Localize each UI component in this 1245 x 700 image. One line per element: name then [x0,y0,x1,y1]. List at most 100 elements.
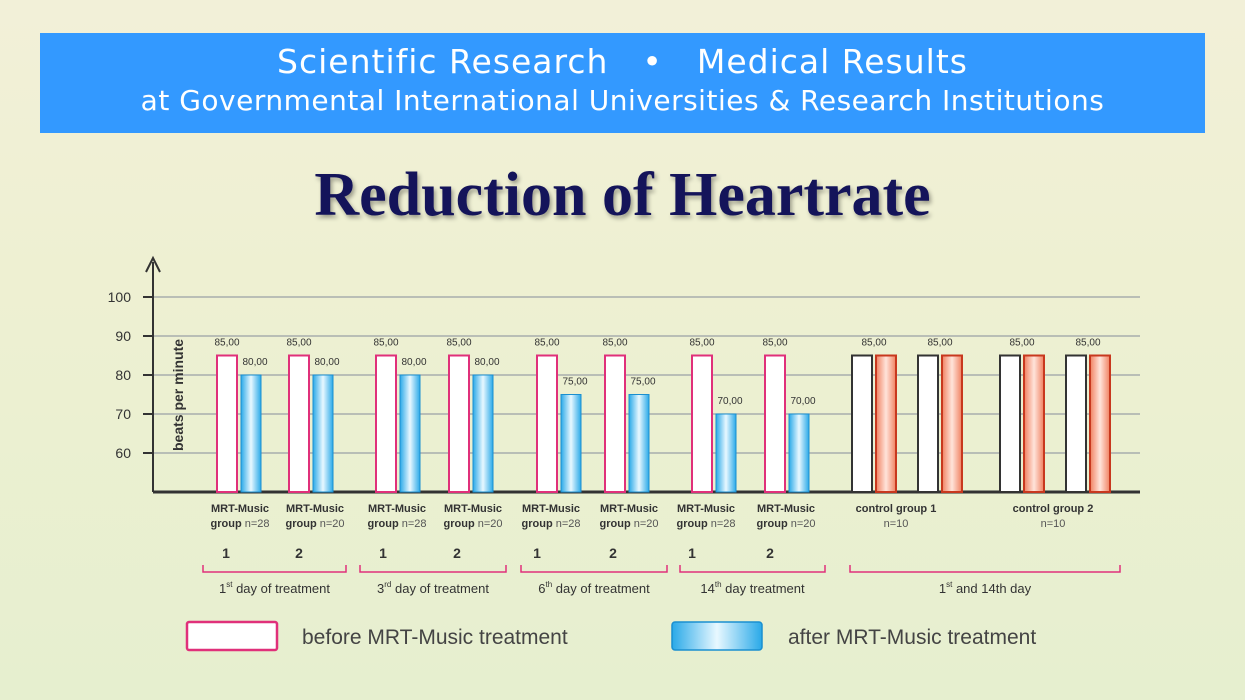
value-label-before: 85,00 [927,338,952,349]
period-label: 14th day treatment [700,580,805,596]
y-tick-label: 60 [115,445,131,461]
bar-after [560,394,582,493]
value-label-after: 75,00 [562,377,587,388]
value-label-before: 85,00 [602,338,627,349]
bar-before [375,354,397,493]
bar-after [399,374,421,493]
category-label: MRT-Music [286,503,344,515]
value-label-after: 70,00 [717,396,742,407]
bar-after [1089,354,1111,493]
category-label: MRT-Music [757,503,815,515]
y-axis-label: beats per minute [170,339,186,451]
header-line-1: Scientific Research • Medical Results [40,45,1205,79]
bar-before [536,354,558,493]
y-tick-label: 80 [115,367,131,383]
category-sublabel: n=10 [884,518,909,530]
bar-after [941,354,963,493]
period-bracket [849,565,1121,573]
period-label: 6th day of treatment [538,580,650,596]
value-label-before: 85,00 [214,338,239,349]
bar-before [691,354,713,493]
category-label: MRT-Music [677,503,735,515]
group-number: 2 [453,545,461,561]
bar-after [875,354,897,493]
y-axis-arrow [145,255,161,273]
period-label: 1st day of treatment [219,580,330,596]
category-sublabel: group n=28 [211,518,270,530]
bar-before [604,354,626,493]
group-number: 1 [533,545,541,561]
category-label: MRT-Music [368,503,426,515]
period-bracket [520,565,668,573]
header-medical-results: Medical Results [696,42,968,81]
header-separator: • [642,42,663,81]
period-bracket [202,565,347,573]
category-label: control group 1 [856,503,937,515]
y-tick-label: 70 [115,406,131,422]
category-label: MRT-Music [600,503,658,515]
legend-label-before: before MRT-Music treatment [302,626,568,649]
group-number: 1 [688,545,696,561]
header-banner: Scientific Research • Medical Results at G… [40,33,1205,133]
header-line-2: at Governmental International Universiti… [140,84,1105,117]
chart-title: Reduction of Heartrate [314,161,931,229]
period-bracket [679,565,826,573]
value-label-before: 85,00 [762,338,787,349]
group-number: 1 [379,545,387,561]
bar-before [917,354,939,493]
value-label-after: 80,00 [474,357,499,368]
legend-label-after: after MRT-Music treatment [788,626,1036,649]
value-label-before: 85,00 [446,338,471,349]
bar-before [764,354,786,493]
legend-swatch-after [671,621,763,651]
group-number: 1 [222,545,230,561]
category-sublabel: group n=20 [444,518,503,530]
legend-swatch-before [185,620,279,652]
category-label: MRT-Music [211,503,269,515]
category-label: control group 2 [1013,503,1094,515]
value-label-after: 80,00 [401,357,426,368]
category-sublabel: group n=28 [522,518,581,530]
category-label: MRT-Music [444,503,502,515]
bar-after [715,413,737,493]
bar-before [216,354,238,493]
value-label-before: 85,00 [861,338,886,349]
bar-before [288,354,310,493]
bar-before [1065,354,1087,493]
category-sublabel: group n=20 [600,518,659,530]
bar-after [312,374,334,493]
period-label: 1st and 14th day [939,580,1032,596]
value-label-before: 85,00 [534,338,559,349]
bar-after [240,374,262,493]
bar-after [788,413,810,493]
category-sublabel: group n=20 [286,518,345,530]
header-scientific-research: Scientific Research [277,42,609,81]
value-label-before: 85,00 [689,338,714,349]
bar-after [1023,354,1045,493]
group-number: 2 [766,545,774,561]
value-label-before: 85,00 [1075,338,1100,349]
bar-before [851,354,873,493]
value-label-before: 85,00 [286,338,311,349]
value-label-after: 75,00 [630,377,655,388]
category-sublabel: group n=28 [677,518,736,530]
category-sublabel: n=10 [1041,518,1066,530]
bar-after [628,394,650,493]
bar-before [448,354,470,493]
y-tick-label: 90 [115,328,131,344]
value-label-before: 85,00 [1009,338,1034,349]
value-label-after: 80,00 [314,357,339,368]
category-sublabel: group n=28 [368,518,427,530]
value-label-after: 80,00 [242,357,267,368]
value-label-before: 85,00 [373,338,398,349]
bar-after [472,374,494,493]
period-bracket [359,565,507,573]
category-sublabel: group n=20 [757,518,816,530]
category-label: MRT-Music [522,503,580,515]
y-tick-label: 100 [108,289,132,305]
bar-before [999,354,1021,493]
value-label-after: 70,00 [790,396,815,407]
group-number: 2 [609,545,617,561]
period-label: 3rd day of treatment [377,580,489,596]
